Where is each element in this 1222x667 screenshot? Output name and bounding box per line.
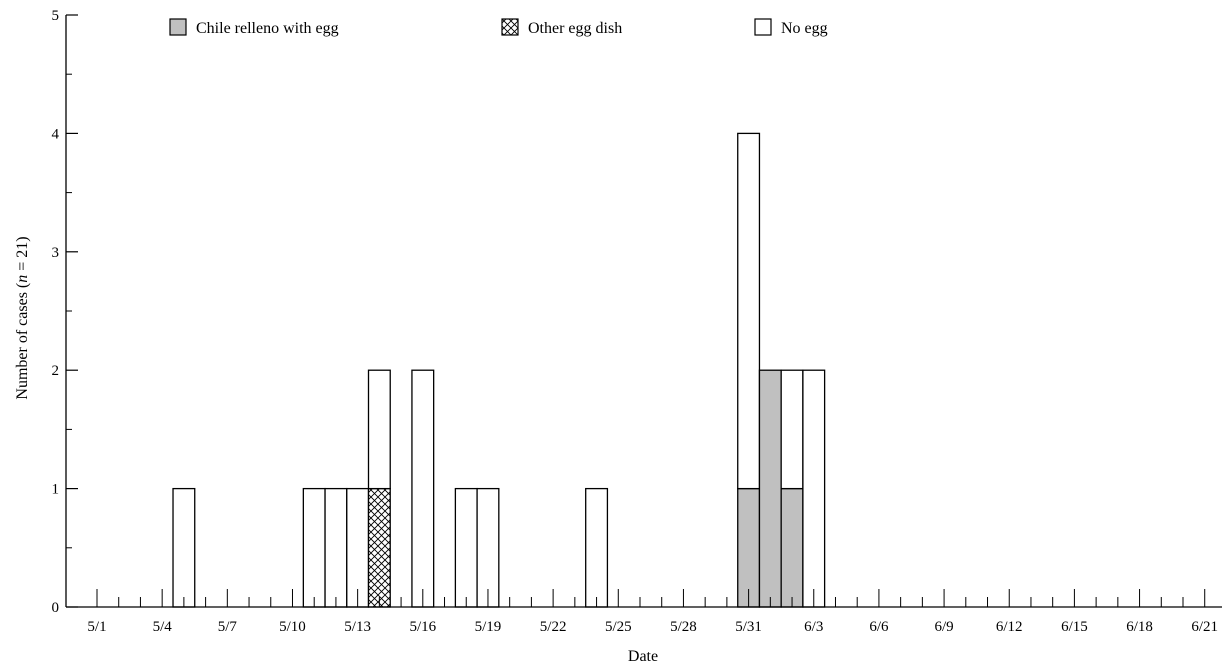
x-tick-label: 5/1 bbox=[87, 619, 106, 635]
y-axis-title: Number of cases (n = 21) bbox=[14, 236, 31, 399]
bar-segment-other-egg-dish bbox=[367, 487, 391, 608]
legend-swatch bbox=[501, 18, 519, 36]
legend-item-other-egg-dish: Other egg dish bbox=[501, 18, 622, 37]
y-axis-title-suffix: = 21) bbox=[14, 236, 31, 274]
x-tick-label: 6/9 bbox=[934, 619, 953, 635]
x-tick-label: 6/12 bbox=[996, 619, 1023, 635]
x-tick-label: 6/3 bbox=[804, 619, 823, 635]
bar-segment-no-egg bbox=[367, 369, 391, 490]
y-tick-label: 5 bbox=[52, 8, 60, 24]
x-axis: 5/1 5/4 5/7 5/10 5/13 5/16 5/19 5/22 5/25 5/28 5/3… bbox=[66, 589, 1222, 635]
legend-swatch bbox=[754, 18, 772, 36]
bar-segment-no-egg bbox=[324, 487, 348, 608]
bar-segment-no-egg bbox=[802, 369, 826, 608]
y-tick-label: 2 bbox=[52, 363, 60, 379]
bar-segment-chile-relleno bbox=[780, 487, 804, 608]
x-tick-label: 5/19 bbox=[475, 619, 502, 635]
y-tick-label: 0 bbox=[52, 600, 60, 616]
legend: Chile relleno with egg Other egg dish No e… bbox=[169, 18, 828, 37]
x-tick-label: 5/22 bbox=[540, 619, 567, 635]
legend-item-no-egg: No egg bbox=[754, 18, 828, 37]
x-tick-label: 6/21 bbox=[1191, 619, 1218, 635]
bar-segment-no-egg bbox=[302, 487, 326, 608]
x-tick-label: 5/4 bbox=[153, 619, 173, 635]
x-tick-label: 5/25 bbox=[605, 619, 632, 635]
legend-label: Chile relleno with egg bbox=[196, 20, 339, 37]
y-tick-label: 4 bbox=[52, 126, 60, 142]
x-axis-title: Date bbox=[628, 648, 658, 665]
bar-segment-no-egg bbox=[585, 487, 609, 608]
legend-label: No egg bbox=[781, 20, 828, 37]
y-tick-label: 3 bbox=[52, 245, 60, 261]
x-tick-label: 6/15 bbox=[1061, 619, 1088, 635]
legend-swatch bbox=[169, 18, 187, 36]
y-axis: 0 1 2 3 4 5 bbox=[52, 8, 78, 616]
x-tick-label: 5/13 bbox=[344, 619, 371, 635]
x-tick-label: 5/31 bbox=[735, 619, 762, 635]
x-tick-label: 5/10 bbox=[279, 619, 306, 635]
x-tick-label: 5/28 bbox=[670, 619, 697, 635]
legend-item-chile-relleno: Chile relleno with egg bbox=[169, 18, 339, 37]
bar-segment-chile-relleno bbox=[758, 369, 782, 608]
bar-segment-no-egg bbox=[780, 369, 804, 490]
bar-segment-no-egg bbox=[737, 132, 761, 490]
x-tick-label: 5/7 bbox=[218, 619, 238, 635]
y-tick-label: 1 bbox=[52, 482, 60, 498]
bar-segment-no-egg bbox=[411, 369, 435, 608]
y-axis-title-prefix: Number of cases ( bbox=[14, 283, 31, 400]
bar-segment-no-egg bbox=[454, 487, 478, 608]
bars bbox=[172, 132, 826, 608]
y-axis-title-italic: n bbox=[14, 275, 31, 283]
x-tick-label: 5/16 bbox=[409, 619, 436, 635]
x-tick-label: 6/18 bbox=[1126, 619, 1153, 635]
legend-label: Other egg dish bbox=[528, 20, 622, 37]
bar-segment-no-egg bbox=[172, 487, 196, 608]
x-tick-label: 6/6 bbox=[869, 619, 889, 635]
